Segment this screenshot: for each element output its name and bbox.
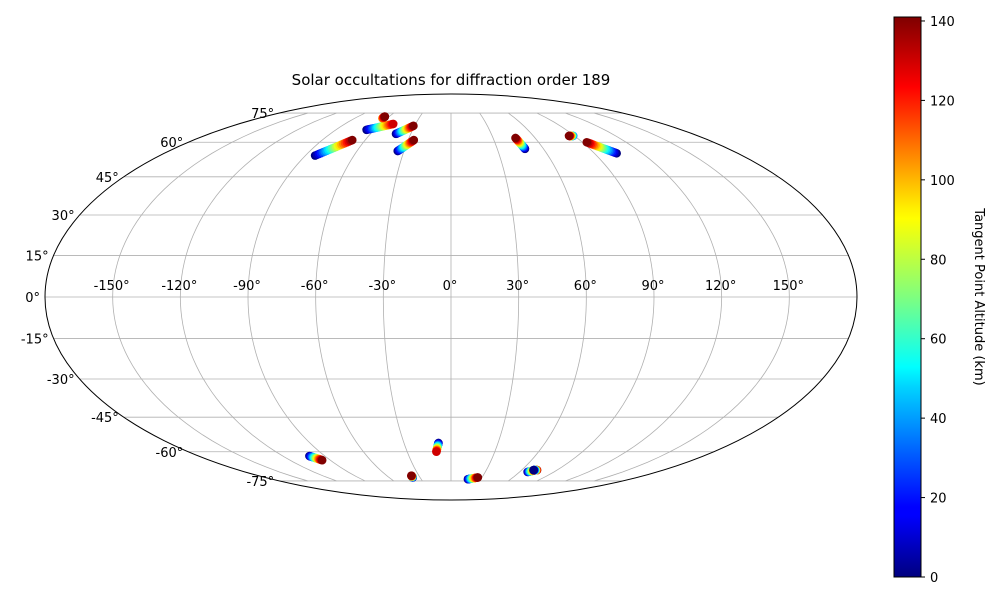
occultation-point [409, 121, 418, 131]
occultation-track [407, 471, 418, 482]
longitude-tick-label: -120° [161, 279, 197, 294]
occultation-track [362, 119, 398, 135]
occultation-track [511, 133, 530, 154]
latitude-tick-label: 60° [160, 136, 183, 151]
occultation-point [317, 455, 327, 465]
latitude-tick-label: -30° [47, 373, 75, 388]
colorbar-label: Tangent Point Altitude (km) [971, 207, 986, 385]
occultation-track [564, 131, 578, 141]
map-grid [45, 112, 857, 482]
longitude-tick-label: 90° [641, 279, 664, 294]
latitude-tick-label: 30° [52, 209, 75, 224]
latitude-tick-label: 45° [96, 171, 119, 186]
longitude-tick-label: -30° [368, 279, 396, 294]
latitude-tick-label: -15° [21, 333, 49, 348]
latitude-tick-label: 75° [251, 107, 274, 122]
colorbar-scale [893, 16, 922, 578]
longitude-tick-label: 30° [506, 279, 529, 294]
chart-title: Solar occultations for diffraction order… [292, 71, 611, 89]
latitude-tick-label: 0° [25, 291, 40, 306]
latitude-tick-label: -60° [156, 446, 184, 461]
colorbar-tick-label: 20 [930, 492, 947, 507]
occultation-track [391, 121, 418, 139]
colorbar-tick-label: 120 [930, 94, 955, 109]
colorbar-tick-label: 100 [930, 174, 955, 189]
occultation-track [378, 112, 390, 123]
occultation-track [463, 473, 483, 484]
occultation-track [432, 438, 443, 457]
colorbar-tick-label: 60 [930, 333, 947, 348]
latitude-tick-label: 15° [26, 249, 49, 264]
occultation-track [310, 135, 357, 160]
occultation-tracks [305, 112, 621, 484]
occultation-point [347, 135, 357, 145]
occultation-point [582, 137, 592, 147]
longitude-tick-labels: -150° -120° -90° -60° -30° 0° 30° 60° 90° 120° 150… [94, 279, 804, 294]
longitude-tick-label: 150° [773, 279, 804, 294]
occultation-track [529, 465, 542, 475]
colorbar-ticks: 0 20 40 60 80 100 120 140 [921, 15, 955, 586]
occultation-point [409, 135, 419, 145]
occultation-point [511, 133, 520, 143]
occultation-point [564, 131, 574, 141]
occultation-point [407, 471, 416, 480]
colorbar-tick-label: 80 [930, 253, 947, 268]
longitude-tick-label: -60° [301, 279, 329, 294]
occultation-point [473, 473, 483, 482]
latitude-tick-label: -75° [246, 475, 274, 490]
longitude-tick-label: -90° [233, 279, 261, 294]
occultation-point [388, 119, 398, 129]
map-boundary [44, 93, 858, 501]
occultation-point [432, 447, 441, 457]
longitude-tick-label: 0° [443, 279, 458, 294]
colorbar-tick-label: 40 [930, 412, 947, 427]
longitude-tick-label: 120° [705, 279, 736, 294]
occultation-track [305, 451, 327, 465]
longitude-tick-label: -150° [94, 279, 130, 294]
longitude-tick-label: 60° [574, 279, 597, 294]
occultation-track [393, 135, 419, 156]
colorbar-tick-label: 140 [930, 15, 955, 30]
colorbar: 0 20 40 60 80 100 120 140 Tangent Point Altitud… [893, 15, 986, 586]
colorbar-tick-label: 0 [930, 571, 938, 586]
occultation-track [582, 137, 621, 158]
latitude-tick-label: -45° [91, 411, 119, 426]
latitude-tick-labels: -75° -60° -45° -30° -15° 0° 15° 30° 45° 60° 75° [21, 107, 274, 490]
occultation-point [380, 112, 390, 121]
occultation-point [529, 465, 538, 475]
